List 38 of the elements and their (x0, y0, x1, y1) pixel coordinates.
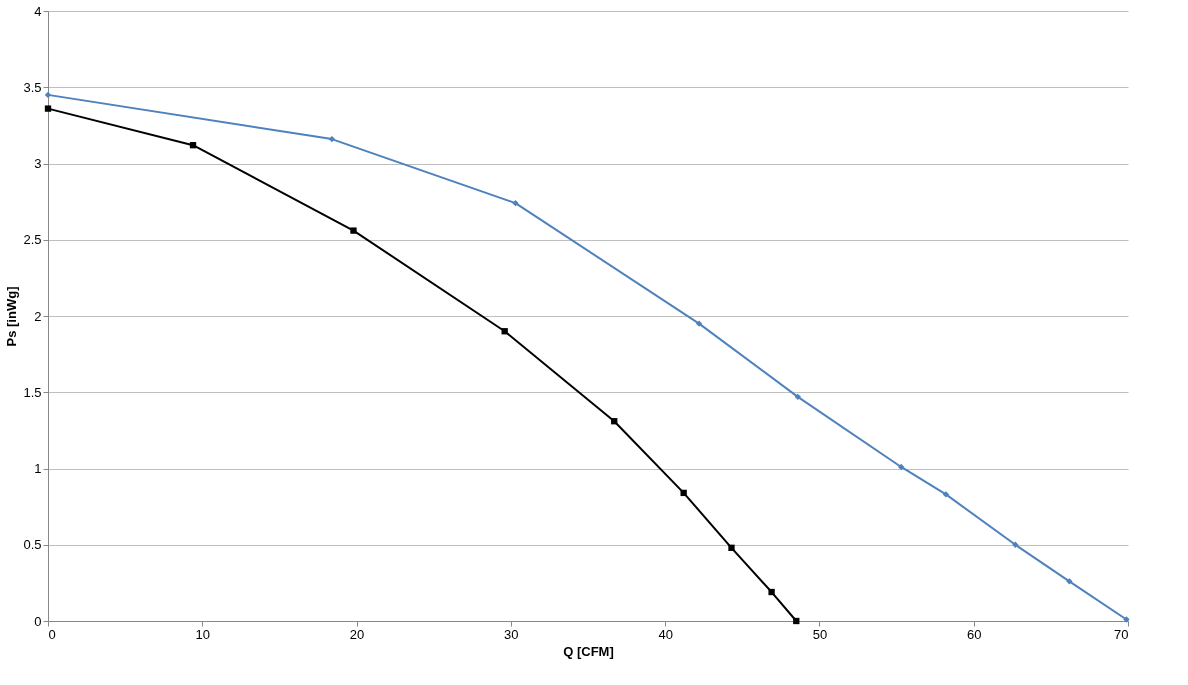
y-tick-label: 1 (34, 461, 42, 476)
x-tick-label: 40 (658, 626, 673, 642)
point (793, 617, 800, 625)
y-tick-label: 0.5 (23, 537, 42, 553)
x-tick-label: 60 (966, 626, 982, 642)
y-tick-label: 4 (34, 3, 42, 19)
point (328, 135, 336, 143)
point (350, 227, 357, 234)
point (501, 328, 508, 335)
y-tick-label: 1.5 (23, 384, 42, 400)
x-tick-label: 0 (48, 626, 56, 642)
x-tick-label: 70 (1114, 626, 1129, 642)
point (794, 393, 801, 400)
point (728, 544, 735, 551)
x-tick-label: 20 (349, 626, 365, 642)
point (1066, 578, 1073, 585)
point (680, 489, 687, 497)
y-tick-label: 2.5 (23, 232, 42, 248)
point (768, 588, 775, 596)
y-tick-label: 3.5 (23, 79, 42, 95)
point (1123, 616, 1130, 623)
point (942, 491, 950, 498)
point (189, 142, 197, 149)
x-tick-label: 30 (504, 626, 519, 642)
point (695, 320, 703, 327)
y-axis-title: Ps [inWg] (4, 286, 20, 347)
point (1012, 541, 1019, 548)
point (611, 418, 618, 425)
point (512, 199, 519, 207)
y-tick-label: 3 (34, 156, 42, 171)
x-axis-title: Q [CFM] (563, 643, 614, 659)
x-tick-label: 10 (195, 626, 211, 642)
point (898, 463, 905, 471)
y-tick-label: 0 (34, 613, 42, 629)
y-tick-label: 2 (34, 308, 42, 324)
point (44, 91, 52, 99)
point (44, 105, 52, 112)
x-tick-label: 50 (812, 626, 828, 642)
